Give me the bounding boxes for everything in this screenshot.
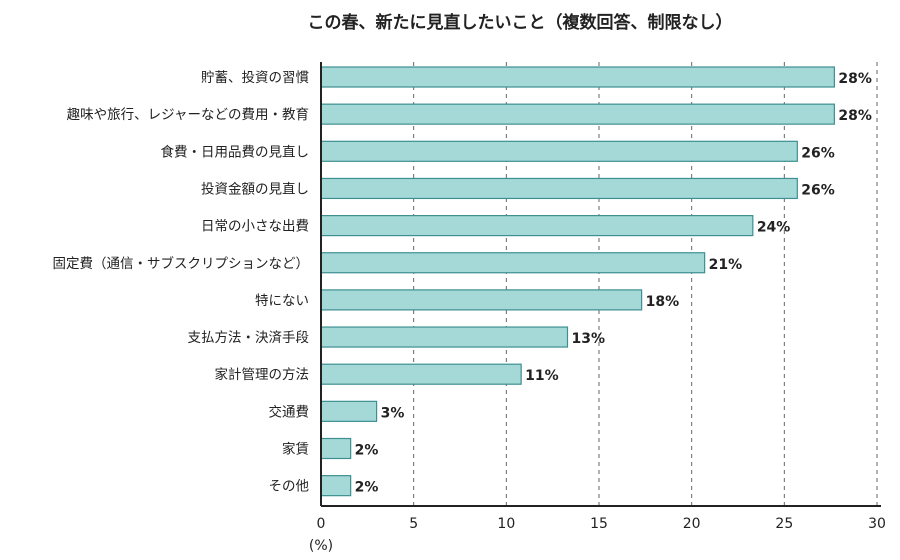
category-label: 家賃: [282, 441, 309, 458]
bar: [320, 326, 569, 348]
bar: [320, 363, 522, 385]
bar: [320, 437, 352, 460]
x-tick-label: 25: [775, 516, 793, 532]
category-label: 固定費（通信・サブスクリプションなど）: [53, 255, 310, 272]
category-label: 日常の小さな出費: [201, 219, 309, 235]
data-label: 24%: [757, 220, 791, 236]
chart-title: この春、新たに見直したいこと（複数回答、制限なし）: [307, 13, 733, 33]
bar: [320, 177, 798, 200]
category-label: 貯蓄、投資の習慣: [201, 70, 309, 86]
data-label: 26%: [801, 182, 835, 198]
bar: [320, 289, 643, 311]
category-label: 趣味や旅行、レジャーなどの費用・教育: [67, 107, 309, 123]
data-label: 28%: [838, 108, 872, 124]
bar: [320, 103, 835, 125]
bar: [320, 140, 798, 162]
x-tick-label: 15: [590, 516, 608, 532]
data-label: 2%: [355, 443, 379, 459]
category-label: 投資金額の見直し: [201, 181, 309, 197]
data-label: 13%: [571, 331, 605, 347]
data-label: 3%: [381, 405, 405, 421]
category-label: 特にない: [255, 293, 309, 309]
bar: [320, 215, 754, 237]
category-label: 支払方法・決済手段: [188, 330, 310, 346]
bar: [320, 66, 835, 88]
x-tick-label: 30: [868, 516, 886, 532]
data-label: 28%: [838, 71, 872, 87]
data-label: 18%: [646, 294, 680, 310]
bar: [320, 252, 706, 274]
data-label: 11%: [525, 368, 559, 384]
x-axis-unit-label: (%): [309, 538, 333, 554]
category-label: 交通費: [269, 403, 310, 420]
data-label: 21%: [709, 257, 743, 273]
category-label: 食費・日用品費の見直し: [161, 143, 310, 160]
x-tick-label: 0: [317, 516, 326, 532]
data-label: 2%: [355, 480, 379, 496]
x-tick-label: 5: [409, 516, 418, 532]
x-tick-label: 10: [497, 516, 515, 532]
data-label: 26%: [801, 145, 835, 161]
bar: [320, 400, 378, 422]
bar: [320, 475, 352, 497]
x-tick-label: 20: [683, 516, 701, 532]
category-label: 家計管理の方法: [215, 366, 310, 383]
category-label: その他: [269, 479, 310, 495]
